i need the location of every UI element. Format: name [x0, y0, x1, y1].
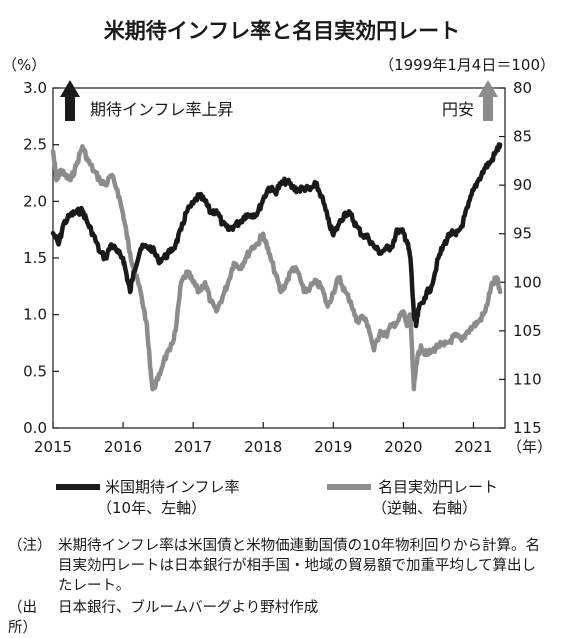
legend-label-yen-rate: 名目実効円レート — [378, 478, 498, 496]
source-text: 日本銀行、ブルームバーグより野村作成 — [58, 600, 319, 616]
left-tick-label: 3.0 — [23, 79, 47, 97]
left-tick-label: 2.0 — [23, 192, 47, 210]
source-label: （出所） — [8, 600, 37, 636]
series-line-inflation — [50, 142, 503, 329]
right-tick-label: 100 — [513, 273, 542, 291]
left-tick-label: 1.0 — [23, 306, 47, 324]
right-tick-label: 80 — [513, 79, 532, 97]
left-arrow-label: 期待インフレ率上昇 — [90, 100, 234, 119]
left-tick-label: 1.5 — [23, 249, 47, 267]
source-note: （出所） 日本銀行、ブルームバーグより野村作成 — [8, 598, 548, 638]
right-tick-label: 105 — [513, 322, 542, 340]
right-axis: 80 85 90 95 100 105 110 115 — [499, 79, 542, 437]
note-text: 米期待インフレ率は米国債と米物価連動国債の10年物利回りから計算。名目実効円レー… — [58, 538, 541, 594]
x-tick-label: 2015 — [34, 438, 72, 456]
right-tick-label: 95 — [513, 225, 532, 243]
x-tick-label: 2017 — [174, 438, 212, 456]
x-axis-unit: （年） — [507, 438, 552, 456]
right-tick-label: 85 — [513, 128, 532, 146]
left-tick-label: 0.0 — [23, 419, 47, 437]
right-arrow-label: 円安 — [442, 100, 474, 119]
yen-weak-arrow-icon — [478, 80, 498, 121]
up-arrow-icon — [60, 80, 80, 121]
left-axis: 3.0 2.5 2.0 1.5 1.0 0.5 0.0 — [23, 79, 59, 437]
legend: 米国期待インフレ率 （10年、左軸） 名目実効円レート （逆軸、右軸） — [56, 478, 498, 517]
x-tick-label: 2021 — [454, 438, 492, 456]
left-tick-label: 2.5 — [23, 136, 47, 154]
chart-title: 米期待インフレ率と名目実効円レート — [104, 19, 460, 43]
series-line-yen-rate — [50, 144, 503, 392]
x-tick-label: 2018 — [244, 438, 282, 456]
x-tick-label: 2019 — [314, 438, 352, 456]
left-tick-label: 0.5 — [23, 362, 47, 380]
legend-label-inflation: 米国期待インフレ率 — [105, 478, 240, 496]
legend-sub-inflation: （10年、左軸） — [97, 499, 206, 517]
legend-sub-yen-rate: （逆軸、右軸） — [372, 499, 477, 517]
right-tick-label: 110 — [513, 370, 542, 388]
x-tick-label: 2016 — [104, 438, 142, 456]
right-tick-label: 90 — [513, 176, 532, 194]
right-tick-label: 115 — [513, 419, 542, 437]
note-label: （注） — [8, 538, 52, 554]
x-tick-label: 2020 — [384, 438, 422, 456]
left-axis-unit: （%） — [2, 56, 46, 74]
x-axis: 2015 2016 2017 2018 2019 2020 2021 — [34, 422, 493, 456]
right-axis-unit: （1999年1月4日＝100） — [379, 56, 555, 74]
footnote: （注） 米期待インフレ率は米国債と米物価連動国債の10年物利回りから計算。名目実効… — [8, 536, 548, 596]
